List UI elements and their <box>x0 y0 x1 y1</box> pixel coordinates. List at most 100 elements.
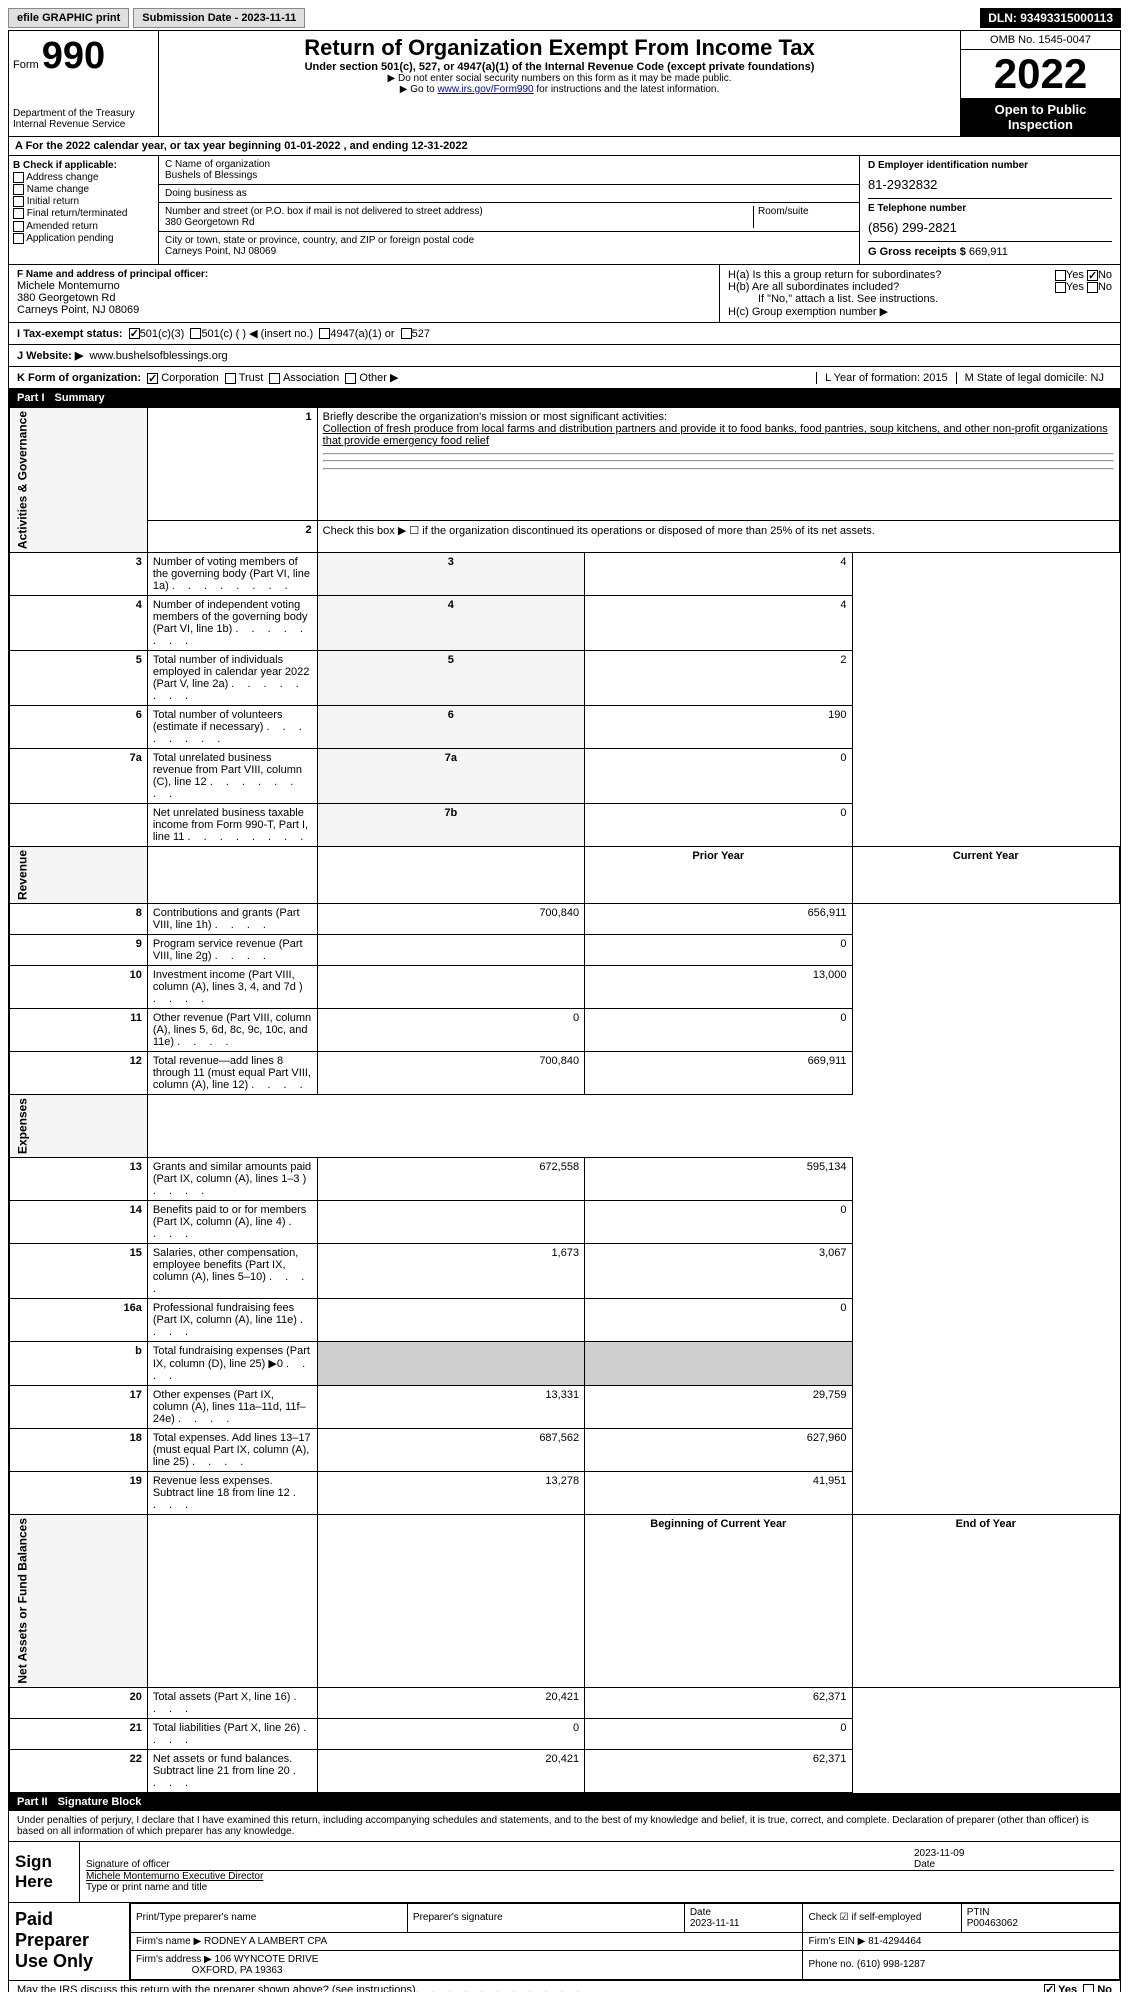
hb-label: H(b) Are all subordinates included? <box>728 281 899 293</box>
summary-row: 11Other revenue (Part VIII, column (A), … <box>10 1009 1120 1052</box>
summary-row: 15Salaries, other compensation, employee… <box>10 1244 1120 1299</box>
officer-name-title: Michele Montemurno Executive Director <box>86 1871 263 1882</box>
chk-name-change[interactable] <box>13 184 24 195</box>
chk-527[interactable] <box>401 328 412 339</box>
chk-501c[interactable] <box>190 328 201 339</box>
summary-row: bTotal fundraising expenses (Part IX, co… <box>10 1342 1120 1386</box>
chk-final-return[interactable] <box>13 208 24 219</box>
officer-addr2: Carneys Point, NJ 08069 <box>17 304 711 316</box>
f-label: F Name and address of principal officer: <box>17 269 208 280</box>
chk-trust[interactable] <box>225 373 236 384</box>
hdr-prior: Prior Year <box>585 847 852 904</box>
chk-initial-return[interactable] <box>13 196 24 207</box>
discuss-yes[interactable] <box>1044 1984 1055 1992</box>
g-label: G Gross receipts $ <box>868 246 966 258</box>
dba-label: Doing business as <box>165 188 853 199</box>
chk-app-pending[interactable] <box>13 233 24 244</box>
summary-row: 22Net assets or fund balances. Subtract … <box>10 1749 1120 1792</box>
hdr-end: End of Year <box>852 1515 1119 1688</box>
type-label: Type or print name and title <box>86 1882 207 1893</box>
irs-label: Internal Revenue Service <box>13 119 154 130</box>
e-label: E Telephone number <box>868 198 1112 214</box>
summary-row: 6Total number of volunteers (estimate if… <box>10 706 1120 749</box>
ha-no[interactable] <box>1087 270 1098 281</box>
summary-row: Net unrelated business taxable income fr… <box>10 804 1120 847</box>
prep-check-self: Check ☑ if self-employed <box>803 1903 961 1932</box>
chk-amended[interactable] <box>13 221 24 232</box>
summary-row: 17Other expenses (Part IX, column (A), l… <box>10 1386 1120 1429</box>
inspection-label: Open to Public Inspection <box>961 98 1120 136</box>
summary-row: 5Total number of individuals employed in… <box>10 651 1120 706</box>
prep-ptin: P00463062 <box>967 1918 1018 1929</box>
d-label: D Employer identification number <box>868 160 1112 171</box>
ha-label: H(a) Is this a group return for subordin… <box>728 269 941 281</box>
ein-value: 81-2932832 <box>868 173 1112 196</box>
discuss-no[interactable] <box>1083 1984 1094 1992</box>
phone-value: (856) 299-2821 <box>868 216 1112 239</box>
summary-row: 10Investment income (Part VIII, column (… <box>10 966 1120 1009</box>
summary-row: 21Total liabilities (Part X, line 26) . … <box>10 1718 1120 1749</box>
officer-addr1: 380 Georgetown Rd <box>17 292 711 304</box>
city-label: City or town, state or province, country… <box>165 235 853 246</box>
ha-yes[interactable] <box>1055 270 1066 281</box>
form-title: Return of Organization Exempt From Incom… <box>163 35 956 61</box>
note2-post: for instructions and the latest informat… <box>534 84 720 95</box>
dept-label: Department of the Treasury <box>13 108 154 119</box>
firm-ein: 81-4294464 <box>868 1936 921 1947</box>
org-name: Bushels of Blessings <box>165 170 853 181</box>
c-label: C Name of organization <box>165 159 853 170</box>
mission-label: Briefly describe the organization's miss… <box>323 411 667 423</box>
form-note-1: ▶ Do not enter social security numbers o… <box>163 73 956 84</box>
summary-row: 13Grants and similar amounts paid (Part … <box>10 1158 1120 1201</box>
note2-pre: ▶ Go to <box>400 84 438 95</box>
hb-no[interactable] <box>1087 282 1098 293</box>
summary-row: 20Total assets (Part X, line 16) . . . .… <box>10 1687 1120 1718</box>
sig-date: 2023-11-09 <box>914 1848 964 1859</box>
firm-phone: (610) 998-1287 <box>857 1959 925 1970</box>
prep-print-label: Print/Type preparer's name <box>136 1912 256 1923</box>
summary-table: Activities & Governance 1 Briefly descri… <box>9 407 1120 1793</box>
prep-sig-label: Preparer's signature <box>407 1903 684 1932</box>
j-label: J Website: ▶ <box>17 349 83 362</box>
hdr-begin: Beginning of Current Year <box>585 1515 852 1688</box>
sig-officer-label: Signature of officer <box>86 1859 170 1870</box>
vlabel-revenue: Revenue <box>10 847 148 904</box>
summary-row: 8Contributions and grants (Part VIII, li… <box>10 904 1120 935</box>
efile-button[interactable]: efile GRAPHIC print <box>8 8 129 28</box>
discuss-row: May the IRS discuss this return with the… <box>9 1981 1120 1992</box>
vlabel-netassets: Net Assets or Fund Balances <box>10 1515 148 1688</box>
vlabel-governance: Activities & Governance <box>10 408 148 553</box>
form-prefix: Form <box>13 59 39 71</box>
summary-row: 12Total revenue—add lines 8 through 11 (… <box>10 1052 1120 1095</box>
tax-year-big: 2022 <box>961 50 1120 98</box>
chk-501c3[interactable] <box>129 328 140 339</box>
i-label: I Tax-exempt status: <box>17 328 123 340</box>
chk-corp[interactable] <box>147 373 158 384</box>
chk-4947[interactable] <box>319 328 330 339</box>
part1-header: Part I Summary <box>9 389 1120 407</box>
form-subtitle: Under section 501(c), 527, or 4947(a)(1)… <box>163 61 956 73</box>
sign-here-block: Sign Here Signature of officer 2023-11-0… <box>9 1841 1120 1903</box>
form-number: 990 <box>42 35 105 77</box>
mission-text: Collection of fresh produce from local f… <box>323 423 1108 447</box>
irs-link[interactable]: www.irs.gov/Form990 <box>437 84 533 95</box>
form-990-container: Form 990 Department of the Treasury Inte… <box>8 30 1121 1992</box>
hb-yes[interactable] <box>1055 282 1066 293</box>
website-url: www.bushelsofblessings.org <box>89 350 227 362</box>
top-bar: efile GRAPHIC print Submission Date - 20… <box>8 8 1121 28</box>
hdr-current: Current Year <box>852 847 1119 904</box>
submission-date: Submission Date - 2023-11-11 <box>133 8 305 28</box>
summary-row: 18Total expenses. Add lines 13–17 (must … <box>10 1429 1120 1472</box>
k-label: K Form of organization: <box>17 372 141 384</box>
line2: Check this box ▶ ☐ if the organization d… <box>317 521 1119 553</box>
chk-assoc[interactable] <box>269 373 280 384</box>
preparer-block: Paid Preparer Use Only Print/Type prepar… <box>9 1903 1120 1981</box>
chk-address-change[interactable] <box>13 172 24 183</box>
vlabel-expenses: Expenses <box>10 1095 148 1158</box>
l-year: L Year of formation: 2015 <box>816 372 956 384</box>
chk-other[interactable] <box>345 373 356 384</box>
check-b-title: B Check if applicable: <box>13 160 154 171</box>
tax-year-line: A For the 2022 calendar year, or tax yea… <box>9 137 1120 156</box>
city-value: Carneys Point, NJ 08069 <box>165 246 853 257</box>
summary-row: 3Number of voting members of the governi… <box>10 553 1120 596</box>
